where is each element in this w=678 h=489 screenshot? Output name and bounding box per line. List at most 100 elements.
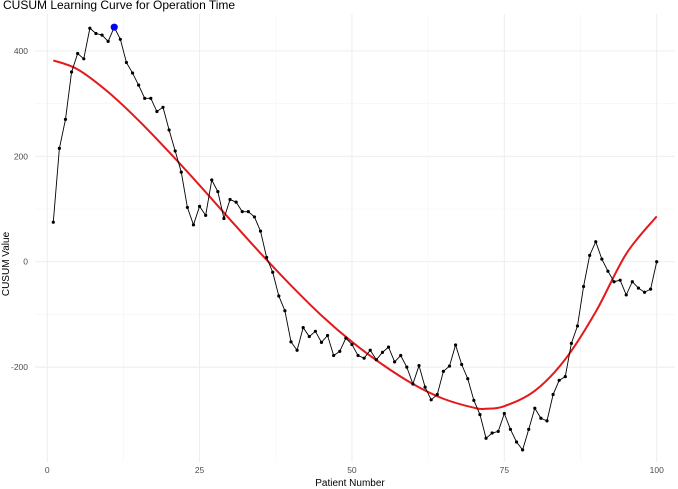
- cusum-point: [167, 128, 171, 132]
- cusum-point: [124, 60, 129, 65]
- cusum-point: [374, 358, 378, 362]
- cusum-point: [240, 210, 244, 214]
- cusum-point: [429, 398, 433, 402]
- cusum-point: [508, 427, 513, 431]
- cusum-point: [289, 340, 293, 344]
- cusum-point: [393, 360, 397, 364]
- cusum-point: [557, 378, 561, 382]
- cusum-point: [332, 353, 336, 358]
- cusum-point: [490, 431, 494, 435]
- cusum-point: [344, 336, 348, 340]
- cusum-point: [356, 353, 360, 358]
- cusum-point: [118, 37, 122, 41]
- cusum-point: [630, 280, 634, 284]
- cusum-point: [149, 96, 153, 100]
- cusum-point: [380, 350, 385, 354]
- x-tick-label: 100: [650, 465, 664, 475]
- cusum-point: [106, 39, 110, 44]
- cusum-point: [234, 200, 238, 204]
- cusum-point: [57, 146, 61, 150]
- cusum-point: [386, 345, 391, 349]
- cusum-point: [191, 223, 196, 227]
- cusum-point: [581, 284, 586, 289]
- cusum-point: [411, 382, 415, 386]
- x-tick-labels: 0 25 50 75 100: [45, 465, 664, 475]
- cusum-point: [527, 427, 531, 431]
- cusum-point: [228, 197, 232, 202]
- cusum-point: [649, 287, 653, 291]
- cusum-point: [606, 269, 610, 273]
- cusum-point: [533, 406, 537, 410]
- cusum-point: [210, 178, 214, 182]
- cusum-point: [76, 51, 80, 56]
- cusum-point: [496, 429, 500, 434]
- cusum-point: [466, 377, 470, 381]
- cusum-point: [313, 329, 317, 333]
- cusum-point: [551, 392, 555, 397]
- cusum-point: [161, 105, 165, 109]
- cusum-point: [295, 348, 299, 352]
- cusum-point: [51, 220, 55, 224]
- x-tick-label: 0: [45, 465, 50, 475]
- cusum-point: [441, 369, 445, 373]
- cusum-point: [216, 190, 220, 194]
- cusum-point: [539, 416, 543, 420]
- cusum-point: [130, 71, 135, 75]
- grid-lines: [35, 14, 675, 462]
- chart-title: CUSUM Learning Curve for Operation Time: [3, 0, 235, 12]
- fitted-trend-line: [52, 59, 658, 410]
- x-tick-label: 50: [347, 465, 357, 475]
- cusum-point: [521, 448, 525, 452]
- cusum-point: [472, 398, 476, 402]
- x-tick-label: 75: [500, 465, 510, 475]
- cusum-point: [179, 170, 183, 174]
- y-tick-label: 0: [23, 257, 28, 267]
- cusum-point: [155, 109, 159, 114]
- y-tick-label: 200: [14, 151, 28, 161]
- cusum-point: [636, 286, 641, 290]
- cusum-point: [453, 343, 458, 347]
- cusum-point: [252, 215, 257, 219]
- cusum-point: [222, 216, 226, 221]
- cusum-point: [265, 255, 269, 260]
- cusum-point: [642, 290, 647, 294]
- cusum-point: [362, 356, 366, 360]
- cusum-point: [423, 385, 427, 389]
- cusum-point: [143, 96, 147, 100]
- cusum-point: [197, 204, 202, 208]
- cusum-point: [88, 26, 92, 30]
- cusum-point: [94, 31, 98, 36]
- cusum-point: [435, 392, 439, 397]
- cusum-point: [514, 440, 519, 444]
- cusum-point: [325, 333, 330, 338]
- cusum-point: [502, 411, 506, 416]
- cusum-point: [204, 213, 208, 217]
- y-axis-label: CUSUM Value: [1, 231, 12, 296]
- cusum-point: [600, 257, 604, 261]
- cusum-point: [588, 253, 592, 257]
- cusum-point: [100, 33, 104, 37]
- cusum-point: [277, 294, 281, 298]
- cusum-point: [624, 293, 628, 297]
- cusum-point: [338, 349, 342, 353]
- cusum-point: [185, 205, 189, 210]
- cusum-point: [484, 436, 488, 440]
- cusum-point: [594, 240, 598, 244]
- cusum-point: [575, 324, 580, 328]
- cusum-point: [417, 363, 421, 368]
- cusum-point: [460, 362, 464, 367]
- cusum-points: [51, 25, 659, 452]
- cusum-point: [350, 342, 354, 347]
- cusum-point: [405, 365, 409, 369]
- cusum-point: [69, 70, 74, 74]
- cusum-point: [258, 229, 263, 233]
- cusum-point: [612, 280, 616, 284]
- cusum-point: [478, 412, 482, 417]
- cusum-point: [563, 375, 567, 379]
- cusum-point: [569, 341, 573, 346]
- cusum-point: [82, 57, 86, 61]
- peak-point-marker: [110, 23, 118, 31]
- cusum-point: [307, 334, 311, 339]
- y-tick-labels: -200 0 200 400: [11, 46, 28, 372]
- cusum-point: [545, 419, 549, 423]
